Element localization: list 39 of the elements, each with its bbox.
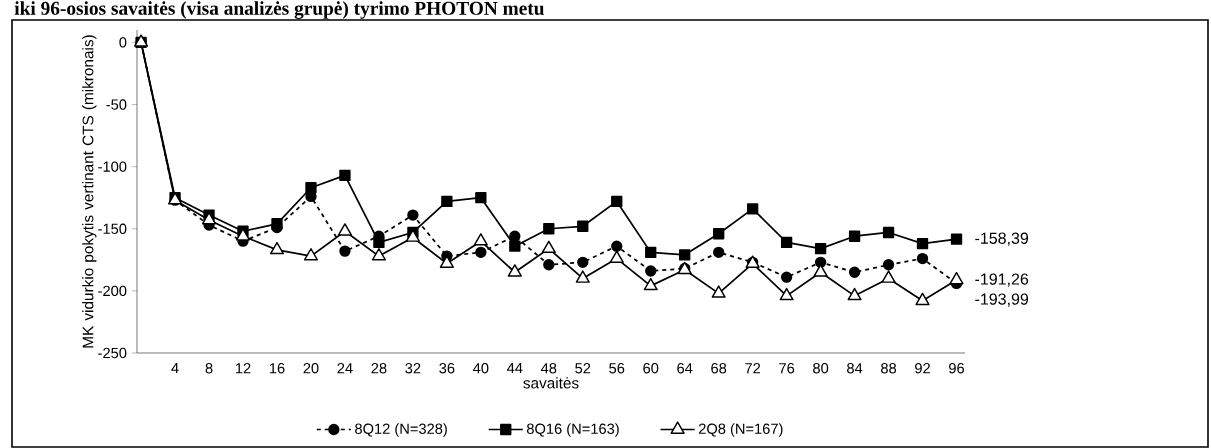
x-tick-label: 24	[337, 363, 353, 374]
y-tick-label: -100	[98, 161, 127, 172]
legend-label: 8Q12 (N=328)	[355, 423, 447, 437]
x-tick-label: 72	[745, 363, 761, 374]
x-tick-label: 36	[439, 363, 455, 374]
y-tick-label: 0	[119, 37, 127, 48]
x-tick-label: 64	[677, 363, 693, 374]
annotation: -191,26	[975, 273, 1029, 287]
x-tick-label: 40	[473, 363, 489, 374]
x-tick-label: 4	[171, 363, 179, 374]
x-tick-label: 76	[779, 363, 795, 374]
x-tick-label: 12	[235, 363, 251, 374]
chart-title: iki 96-osios savaitės (visa analizės grupė) tyrimo PHOTON metu	[14, 1, 544, 19]
x-tick-label: 68	[711, 363, 727, 374]
y-tick-label: -150	[98, 223, 127, 234]
y-axis-title: MK vidurkio pokytis vertinant CTS (mikronais)	[82, 35, 97, 348]
x-tick-label: 32	[405, 363, 421, 374]
legend-label: 8Q16 (N=163)	[526, 423, 619, 437]
y-tick-label: -50	[106, 99, 127, 110]
x-tick-label: 84	[847, 363, 863, 374]
x-tick-label: 96	[949, 363, 965, 374]
x-tick-label: 8	[205, 363, 213, 374]
x-tick-label: 88	[881, 363, 897, 374]
y-tick-label: -200	[98, 285, 127, 297]
x-tick-label: 60	[643, 363, 659, 374]
x-tick-label: 52	[575, 363, 591, 374]
y-tick-label: -250	[98, 347, 127, 359]
annotation: -158,39	[975, 232, 1029, 246]
x-tick-label: 80	[813, 363, 829, 374]
x-tick-label: 56	[609, 363, 625, 374]
x-axis-title: savaitės	[523, 377, 579, 389]
x-tick-label: 20	[303, 363, 319, 374]
x-tick-label: 28	[371, 363, 387, 374]
x-tick-label: 48	[540, 363, 557, 374]
legend-label: 2Q8 (N=167)	[698, 423, 783, 437]
x-tick-label: 16	[269, 363, 285, 374]
annotation: -193,99	[975, 293, 1029, 307]
x-tick-label: 92	[915, 363, 930, 374]
x-tick-label: 44	[507, 363, 523, 374]
